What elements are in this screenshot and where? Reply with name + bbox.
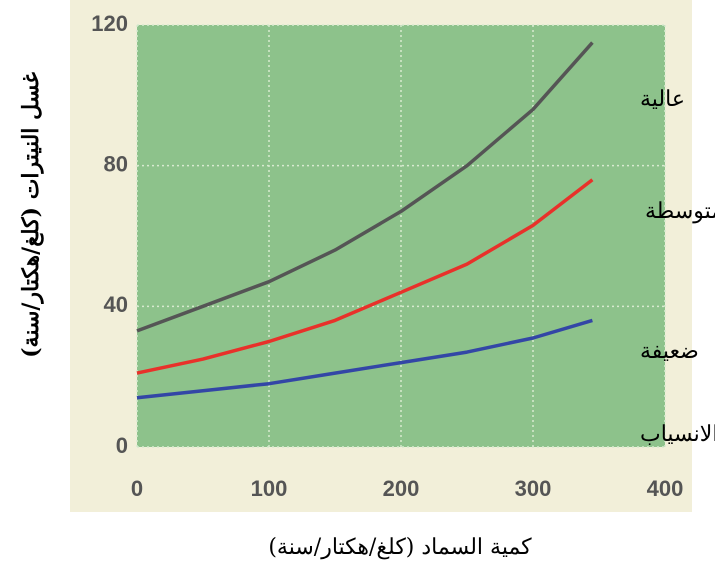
y-tick-label: 0 xyxy=(116,433,128,458)
x-axis-label: كمية السماد (كلغ/هكتار/سنة) xyxy=(268,535,532,560)
annotation: ضعيفة xyxy=(640,339,699,364)
x-tick-label: 0 xyxy=(131,476,143,501)
x-tick-label: 300 xyxy=(515,476,552,501)
y-axis-label: غسل النيترات (كلغ/هكتار/سنة) xyxy=(18,72,44,358)
y-tick-label: 40 xyxy=(104,292,128,317)
x-tick-label: 200 xyxy=(383,476,420,501)
annotation: متوسطة xyxy=(645,199,715,224)
data-line xyxy=(136,41,594,333)
data-line xyxy=(136,318,593,400)
data-line xyxy=(136,178,594,375)
y-tick-label: 80 xyxy=(104,151,128,176)
annotation: قدرة الانسياب xyxy=(640,422,715,447)
x-tick-label: 400 xyxy=(647,476,684,501)
y-tick-label: 120 xyxy=(91,11,128,36)
annotation: عالية xyxy=(640,87,685,112)
x-tick-label: 100 xyxy=(251,476,288,501)
